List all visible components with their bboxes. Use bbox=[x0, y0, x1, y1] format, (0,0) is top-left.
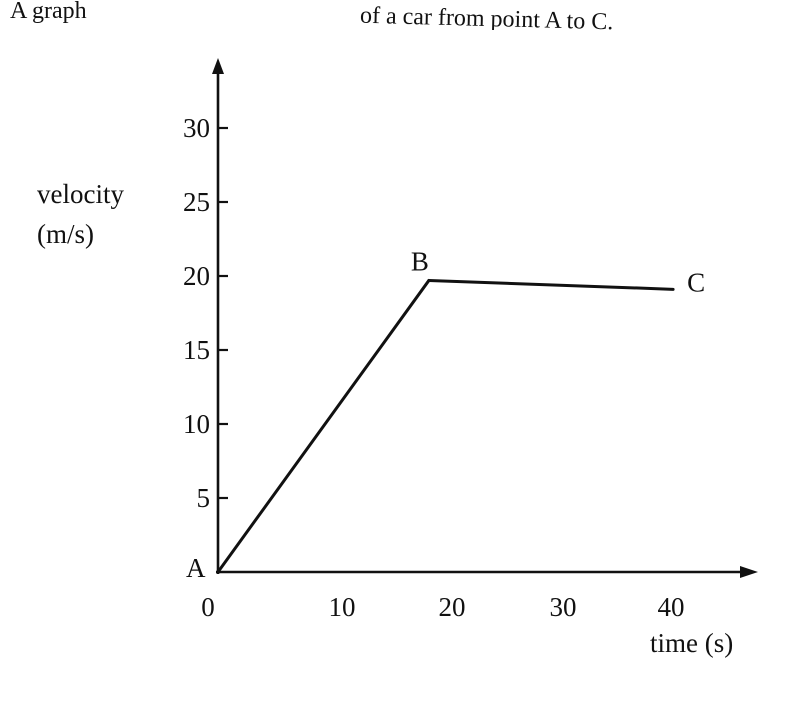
point-label-a: A bbox=[186, 553, 206, 583]
point-label-c: C bbox=[687, 267, 705, 297]
series-segment bbox=[427, 278, 675, 291]
y-tick-label: 25 bbox=[183, 187, 210, 217]
caption-left-text: A graph bbox=[10, 0, 87, 24]
axes bbox=[212, 58, 758, 578]
x-axis-title: time (s) bbox=[650, 628, 733, 658]
y-tick-label: 15 bbox=[183, 335, 210, 365]
x-tick-label: 30 bbox=[550, 592, 577, 622]
x-tick-label: 40 bbox=[658, 592, 685, 622]
x-tick-label: 0 bbox=[201, 592, 215, 622]
labels-layer: 5 10 15 20 25 30 0 10 20 30 40 velocity (m/s) time (s… bbox=[37, 113, 733, 658]
axis-ticks bbox=[217, 126, 228, 500]
caption-fragment: A graph of a car from point A to C. bbox=[0, 0, 800, 30]
y-axis-title-line1: velocity bbox=[37, 179, 124, 209]
series-segment bbox=[216, 278, 431, 574]
y-axis-arrowhead bbox=[212, 58, 224, 74]
x-tick-label: 20 bbox=[439, 592, 466, 622]
point-label-b: B bbox=[411, 246, 429, 276]
y-tick-label: 30 bbox=[183, 113, 210, 143]
series-layer bbox=[216, 278, 675, 574]
x-axis-arrowhead bbox=[740, 566, 758, 578]
x-tick-label: 10 bbox=[329, 592, 356, 622]
y-tick-label: 10 bbox=[183, 409, 210, 439]
y-axis-title-line2: (m/s) bbox=[37, 219, 94, 249]
y-tick-label: 20 bbox=[183, 261, 210, 291]
y-tick-label: 5 bbox=[197, 483, 211, 513]
